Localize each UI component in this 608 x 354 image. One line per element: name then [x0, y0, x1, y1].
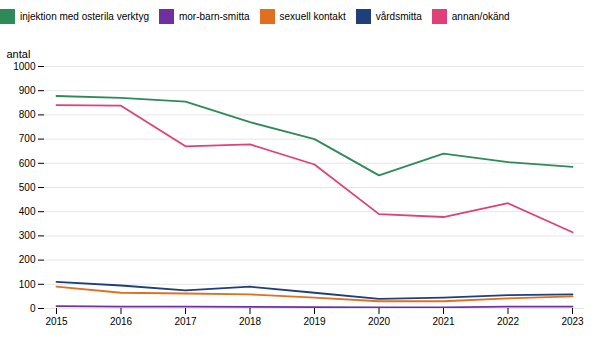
svg-text:200: 200: [19, 254, 36, 265]
svg-text:2020: 2020: [368, 316, 391, 327]
svg-text:2016: 2016: [110, 316, 133, 327]
svg-text:900: 900: [19, 85, 36, 96]
svg-text:2018: 2018: [239, 316, 262, 327]
svg-text:100: 100: [19, 279, 36, 290]
svg-text:2021: 2021: [432, 316, 455, 327]
svg-text:2022: 2022: [497, 316, 520, 327]
svg-text:antal: antal: [7, 48, 31, 60]
html-text:mor-barn-smitta: mor-barn-smitta: [179, 11, 250, 22]
svg-text:2015: 2015: [45, 316, 68, 327]
html-text:vårdsmitta: vårdsmitta: [375, 11, 422, 22]
svg-text:1000: 1000: [13, 61, 36, 72]
html-text:sexuell kontakt: sexuell kontakt: [279, 11, 346, 22]
svg-text:800: 800: [19, 109, 36, 120]
svg-text:400: 400: [19, 206, 36, 217]
svg-text:2019: 2019: [303, 316, 326, 327]
svg-text:300: 300: [19, 230, 36, 241]
svg-text:700: 700: [19, 133, 36, 144]
svg-text:0: 0: [30, 303, 36, 314]
svg-text:2017: 2017: [174, 316, 197, 327]
svg-text:500: 500: [19, 182, 36, 193]
html-text:annan/okänd: annan/okänd: [451, 11, 510, 22]
svg-text:2023: 2023: [561, 316, 584, 327]
svg-text:600: 600: [19, 158, 36, 169]
html-text:injektion med osterila verktyg: injektion med osterila verktyg: [20, 11, 149, 22]
